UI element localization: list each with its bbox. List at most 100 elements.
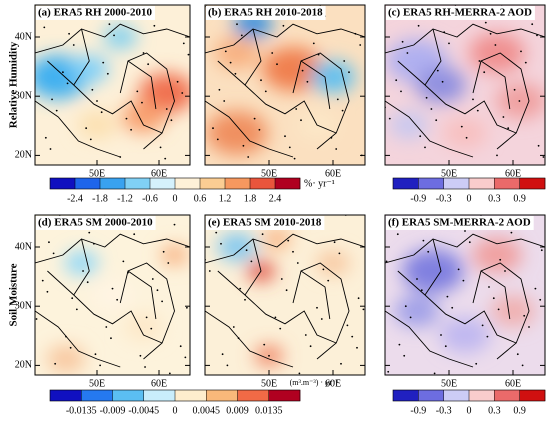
field-blob	[415, 67, 467, 103]
colorbar-segment	[443, 390, 470, 401]
lon-label: 50E	[441, 378, 457, 389]
colorbar-segment	[275, 178, 301, 189]
stipple	[300, 119, 302, 122]
stipple	[497, 308, 500, 311]
stipple	[356, 346, 358, 349]
stipple	[436, 69, 439, 72]
stipple	[422, 239, 425, 242]
map	[205, 215, 365, 375]
stipple	[113, 34, 115, 37]
stipple	[507, 127, 510, 130]
panel-title: (e) ERA5 SM 2010-2018	[208, 217, 322, 229]
field-blob	[263, 229, 291, 249]
panel-title: (d) ERA5 SM 2000-2010	[38, 217, 153, 229]
lon-label: 60E	[505, 168, 521, 179]
stipple	[186, 306, 188, 309]
stipple	[215, 231, 218, 234]
stipple	[65, 335, 67, 338]
lon-label: 50E	[89, 378, 105, 389]
border	[205, 100, 294, 158]
stipple	[433, 372, 436, 375]
map	[35, 5, 190, 165]
stipple	[260, 79, 262, 82]
stipple	[534, 287, 537, 290]
border	[205, 233, 365, 264]
stipple	[488, 286, 490, 288]
frame	[34, 4, 191, 166]
border	[385, 23, 545, 54]
stipple	[287, 239, 290, 242]
stipple	[147, 63, 150, 66]
stipple	[403, 354, 406, 357]
stipple	[236, 23, 238, 26]
field-blob	[206, 111, 268, 155]
lat-label: 40N	[15, 31, 32, 42]
stipple	[125, 117, 128, 120]
stipple	[468, 241, 471, 244]
stipple	[153, 24, 156, 27]
stipple	[531, 23, 534, 26]
stipple	[441, 80, 444, 83]
stipple	[145, 316, 148, 319]
stipple	[285, 289, 288, 292]
stipple	[46, 290, 49, 293]
stipple	[111, 287, 114, 290]
border	[119, 262, 175, 360]
colorbar-label: -2.4	[67, 193, 83, 204]
stipple	[161, 300, 164, 303]
stipple	[150, 327, 153, 330]
stipple	[108, 23, 111, 26]
stipple	[400, 90, 402, 93]
colorbar-label: -0.6	[142, 193, 158, 204]
stipple	[335, 148, 338, 150]
border	[205, 23, 365, 54]
stipple	[502, 116, 505, 118]
field-blob	[442, 117, 488, 149]
lon-label: 50E	[441, 168, 457, 179]
stipple	[309, 345, 312, 348]
colorbar-unit: %· yr⁻¹	[304, 178, 335, 189]
field-blob	[217, 233, 257, 261]
field-blob	[490, 295, 536, 327]
stipple	[440, 334, 442, 336]
stipple	[457, 268, 460, 271]
field-blob	[469, 33, 525, 73]
border	[480, 60, 511, 110]
border	[385, 233, 545, 264]
stipple	[208, 270, 211, 272]
field-blob	[46, 345, 86, 373]
stipple	[521, 364, 524, 367]
colorbar-label: 0.6	[194, 193, 207, 204]
stipple	[396, 233, 399, 236]
stipple	[250, 260, 253, 263]
border	[300, 270, 331, 320]
stipple	[52, 252, 55, 255]
row-label: Soil Moisture	[8, 263, 20, 326]
stipple	[127, 271, 129, 274]
stipple	[151, 278, 154, 280]
stipple	[237, 337, 240, 340]
field-blob	[121, 101, 166, 133]
field-blob	[471, 237, 523, 273]
colorbar-segment	[150, 178, 176, 189]
stipple	[72, 44, 75, 46]
stipple	[35, 318, 38, 320]
stipple	[162, 250, 165, 253]
stipple	[492, 297, 495, 300]
stipple	[276, 63, 278, 66]
stipple	[119, 156, 122, 158]
stipple	[322, 268, 325, 271]
map	[205, 5, 365, 165]
stipple	[164, 157, 167, 160]
panel-title: (f) ERA5 SM-MERRA-2 AOD	[388, 217, 531, 229]
stipple	[523, 314, 526, 317]
colorbar-segment	[268, 390, 301, 401]
stipple	[398, 343, 401, 346]
stipple	[170, 119, 173, 122]
frame	[204, 214, 366, 376]
stipple	[478, 60, 481, 62]
stipple	[184, 356, 187, 359]
colorbar-label: 0.009	[226, 405, 249, 416]
border	[35, 233, 190, 264]
stipple	[346, 324, 349, 327]
